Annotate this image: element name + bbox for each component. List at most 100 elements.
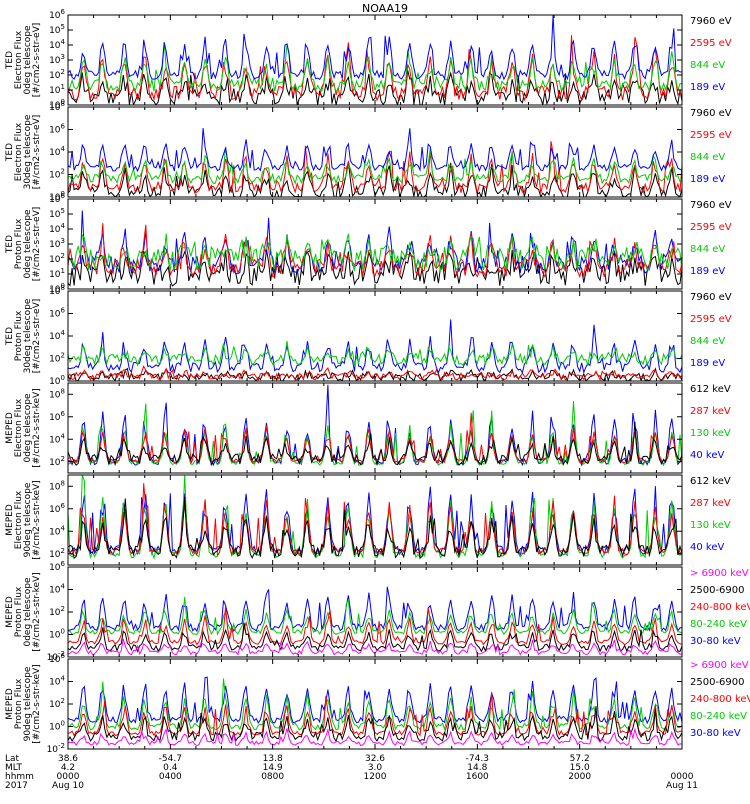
y-axis-label-line: 90deg telescope (23, 666, 33, 741)
y-tick-label: 102 (49, 547, 65, 560)
legend-entry: 30-80 keV (690, 636, 741, 647)
time-axis-value: 38.6 (58, 754, 78, 764)
y-axis-label-line: 30deg telescope (23, 114, 33, 189)
panel-7: 106 104 102 100 10-2 MEPED Proton Flux 0deg tel… (5, 560, 750, 663)
y-tick-label: 102 (49, 252, 65, 265)
y-axis-label-line: 0deg telescope (23, 209, 33, 279)
y-axis-label-line: Electron Flux (14, 122, 24, 181)
y-tick-label: 10-2 (47, 742, 65, 755)
series-line-612-kev (68, 496, 682, 560)
y-axis-label-line: 90deg telescope (23, 482, 33, 557)
time-axis-row-label: 2017 (5, 781, 28, 791)
time-axis-value: 2000 (568, 772, 591, 782)
panel-1: 106 105 104 103 102 101 100 TED Electron Flux 0de… (5, 8, 732, 111)
y-tick-label: 104 (49, 329, 65, 342)
y-axis-label-line: 0deg telescope (23, 393, 33, 463)
legend-entry: > 6900 keV (690, 568, 749, 579)
series-line-80-240-kev (68, 678, 682, 732)
legend-entry: > 6900 keV (690, 660, 749, 671)
series-line-80-240-kev (68, 596, 682, 636)
series-line-844-ev (68, 42, 682, 93)
panel-4: 108 106 104 102 100 TED Proton Flux 30deg teles… (5, 284, 732, 387)
y-tick-label: 106 (49, 502, 65, 515)
legend-entry: 30-80 keV (690, 728, 741, 739)
legend-entry: 287 keV (690, 406, 731, 417)
y-tick-label: 106 (49, 652, 65, 665)
legend-entry: 2500-6900 (690, 585, 745, 596)
legend-entry: 189 eV (690, 266, 725, 277)
panel-2: 108 106 104 102 100 TED Electron Flux 30deg tel… (5, 100, 732, 203)
y-tick-label: 104 (49, 675, 65, 688)
legend-entry: 2595 eV (690, 130, 732, 141)
legend-entry: 7960 eV (690, 292, 732, 303)
panel-data (68, 319, 682, 381)
y-axis-label-line: 0deg telescope (23, 25, 33, 95)
time-axis-value: 32.6 (365, 754, 385, 764)
time-axis-value: 3.0 (368, 763, 383, 773)
y-tick-label: 104 (49, 145, 65, 158)
time-axis-value: 0000 (671, 772, 694, 782)
legend-entry: 189 eV (690, 82, 725, 93)
legend-entry: 2595 eV (690, 38, 732, 49)
time-axis-row-label: hhmm (5, 772, 34, 782)
time-axis-value: 0400 (159, 772, 182, 782)
series-line-240-800-kev (68, 606, 682, 646)
series-line-189-ev (68, 319, 682, 375)
legend-entry: 130 keV (690, 520, 731, 531)
panel-8: 106 104 102 100 10-2 MEPED Proton Flux 90deg te… (5, 652, 750, 755)
panel-3: 106 105 104 103 102 101 100 TED Proton Flux 0deg … (5, 192, 732, 295)
y-tick-label: 104 (49, 222, 65, 235)
series-line-844-ev (68, 233, 682, 272)
series-line-2595-ev (68, 223, 682, 279)
legend-entry: 7960 eV (690, 108, 732, 119)
legend-entry: 80-240 keV (690, 711, 747, 722)
y-axis-label-line: MEPED (5, 412, 15, 444)
y-axis-label-line: Electron Flux (14, 30, 24, 89)
y-tick-label: 104 (49, 432, 65, 445)
series-line-844-ev (68, 340, 682, 367)
y-tick-label: 100 (49, 628, 65, 641)
y-tick-label: 105 (49, 207, 65, 220)
y-tick-label: 103 (49, 53, 65, 66)
time-axis-value: 4.2 (61, 763, 75, 773)
y-axis-label-line: [#/cm2-s-str-eV] (32, 299, 42, 374)
legend-entry: 240-800 keV (690, 694, 750, 705)
y-tick-label: 102 (49, 352, 65, 365)
y-axis-label-line: MEPED (5, 596, 15, 628)
legend-entry: 189 eV (690, 358, 725, 369)
y-tick-label: 102 (49, 697, 65, 710)
series-line-189-ev (68, 210, 682, 276)
panel-frame (67, 290, 683, 382)
y-axis-label-line: Proton Flux (14, 310, 24, 361)
time-axis-value: 1600 (466, 772, 489, 782)
y-axis-label-line: [#/cm2-s-str-keV] (32, 388, 42, 467)
panel-data (68, 15, 682, 105)
y-tick-label: 108 (49, 387, 65, 400)
legend-entry: 844 eV (690, 244, 725, 255)
time-axis-value: Aug 10 (52, 781, 84, 791)
legend-entry: 2595 eV (690, 314, 732, 325)
y-tick-label: 102 (49, 68, 65, 81)
legend-entry: 240-800 keV (690, 602, 750, 613)
y-tick-label: 108 (49, 284, 65, 297)
legend-entry: 189 eV (690, 174, 725, 185)
y-axis-label-line: Proton Flux (14, 678, 24, 729)
y-axis-label-line: [#/cm2-s-str-eV] (32, 115, 42, 190)
y-tick-label: 106 (49, 560, 65, 573)
legend-entry: 844 eV (690, 336, 725, 347)
y-tick-label: 106 (49, 123, 65, 136)
y-tick-label: 106 (49, 8, 65, 21)
y-tick-label: 101 (49, 267, 65, 280)
time-axis-value: 0800 (261, 772, 284, 782)
y-tick-label: 100 (49, 374, 65, 387)
y-tick-label: 108 (49, 479, 65, 492)
y-axis-label-line: TED (5, 143, 15, 162)
legend-entry: 7960 eV (690, 16, 732, 27)
time-axis-row-label: MLT (5, 763, 23, 773)
y-tick-label: 108 (49, 100, 65, 113)
panel-6: 108 106 104 102 MEPED Electron Flux 90deg tele… (5, 474, 731, 566)
time-axis-value: 15.0 (570, 763, 590, 773)
y-axis-label-line: MEPED (5, 504, 15, 536)
